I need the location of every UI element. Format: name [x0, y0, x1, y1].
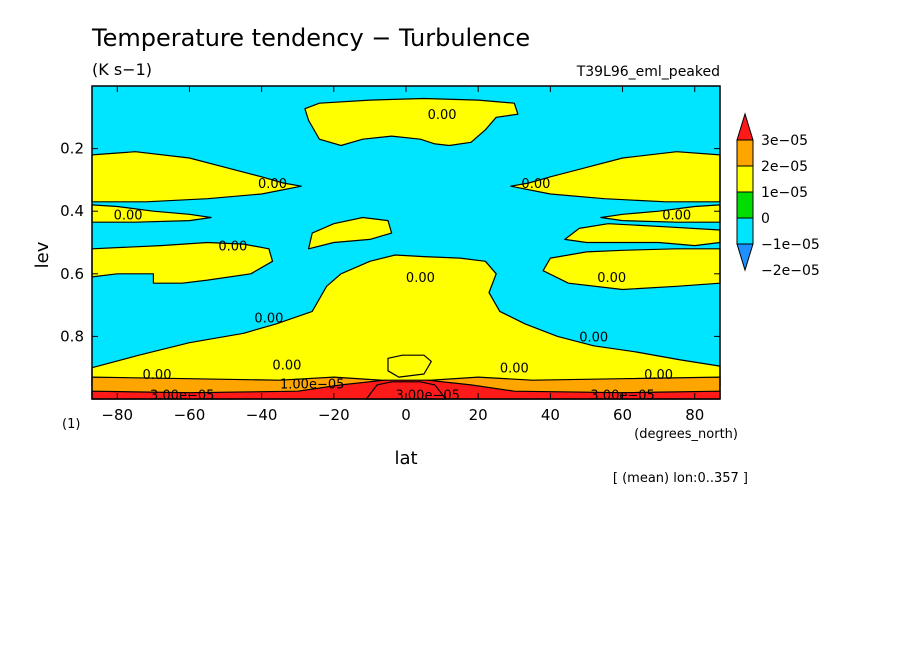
contour-label: 0.00 — [662, 208, 691, 223]
y-axis-units: (1) — [62, 417, 80, 432]
x-tick-label: 0 — [401, 406, 411, 424]
colorbar-label: 0 — [761, 211, 770, 227]
footnote: [ (mean) lon:0..357 ] — [613, 471, 748, 486]
contour-region-upper-right — [510, 151, 721, 203]
plot-area: 0.00 0.00 0.00 0.00 0.00 0.00 0.00 0.00 0.00 0.00… — [91, 85, 721, 403]
contour-label: 0.00 — [258, 177, 287, 192]
contour-region-south-mid-band — [91, 241, 274, 284]
colorbar-swatch — [736, 217, 754, 245]
contour-label: 3.00e−05 — [150, 388, 214, 403]
contour-label: 0.00 — [254, 312, 283, 327]
x-tick-label: −60 — [174, 406, 206, 424]
colorbar-swatch — [736, 165, 754, 193]
contour-label: 0.00 — [521, 177, 550, 192]
contour-region-upper-left — [91, 151, 302, 203]
contour-label: 0.00 — [143, 368, 172, 383]
contour-label: 0.00 — [218, 240, 247, 255]
contour-region-tongue-left — [91, 204, 212, 223]
contour-region-upper-center — [304, 97, 519, 147]
contour-label: 0.00 — [644, 368, 673, 383]
contour-label: 0.00 — [406, 271, 435, 286]
y-axis-label: lev — [32, 241, 53, 268]
colorbar-swatch — [736, 139, 754, 167]
contour-label: 3.00e−05 — [396, 388, 460, 403]
x-tick-label: −20 — [318, 406, 350, 424]
x-axis-units: (degrees_north) — [634, 427, 738, 442]
contour-region-tongue-right — [600, 204, 721, 223]
x-tick-label: 60 — [613, 406, 632, 424]
colorbar-label: 2e−05 — [761, 159, 808, 175]
run-label: T39L96_eml_peaked — [576, 64, 720, 80]
units-label: (K s−1) — [92, 60, 152, 79]
chart-title: Temperature tendency − Turbulence — [91, 24, 530, 52]
x-axis: −80 −60 −40 −20 0 20 40 60 80 — [101, 86, 704, 424]
y-axis: 0.2 0.4 0.6 0.8 — [60, 140, 720, 345]
y-tick-label: 0.4 — [60, 202, 84, 220]
colorbar: 3e−05 2e−05 1e−05 0 −1e−05 −2e−05 — [736, 112, 820, 279]
contour-region-central-arch — [91, 254, 721, 388]
colorbar-label: 3e−05 — [761, 133, 808, 149]
x-tick-label: 40 — [541, 406, 560, 424]
contour-regions — [91, 97, 721, 400]
contour-label: 0.00 — [597, 271, 626, 286]
contour-label: 0.00 — [428, 108, 457, 123]
contour-label: 0.00 — [114, 208, 143, 223]
contour-label: 0.00 — [579, 330, 608, 345]
x-tick-label: 80 — [685, 406, 704, 424]
contour-region-north-mid-band — [542, 248, 721, 291]
x-tick-label: 20 — [469, 406, 488, 424]
x-tick-label: −80 — [101, 406, 133, 424]
colorbar-label: 1e−05 — [761, 185, 808, 201]
colorbar-label: −2e−05 — [761, 263, 820, 279]
contour-region-small-central — [387, 354, 432, 378]
x-tick-label: −40 — [246, 406, 278, 424]
colorbar-swatch — [736, 191, 754, 219]
contour-label: 0.00 — [272, 359, 301, 374]
contour-label: 1.00e−05 — [280, 377, 344, 392]
y-tick-label: 0.6 — [60, 265, 84, 283]
y-tick-label: 0.2 — [60, 140, 84, 158]
x-axis-label: lat — [394, 448, 417, 469]
contour-region-blob-left-mid — [308, 216, 393, 250]
colorbar-bottom-arrow — [736, 243, 754, 272]
y-tick-label: 0.8 — [60, 327, 84, 345]
contour-label: 0.00 — [500, 362, 529, 377]
colorbar-label: −1e−05 — [761, 237, 820, 253]
